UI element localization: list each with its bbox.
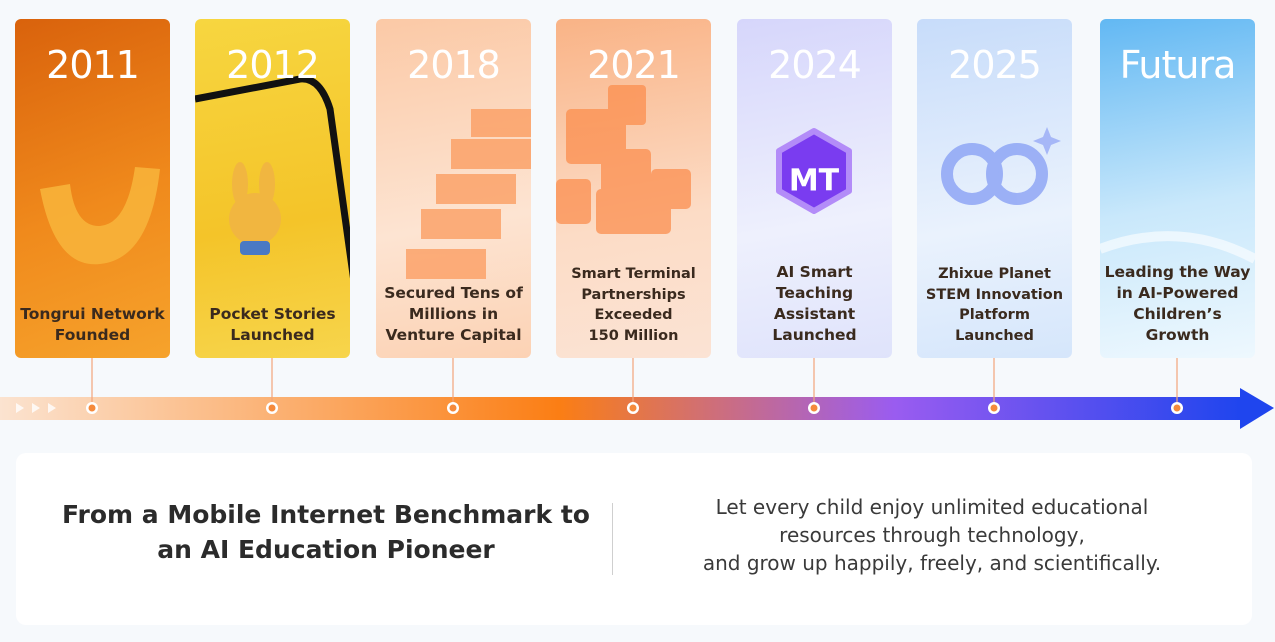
caption-line: Secured Tens of — [384, 284, 523, 302]
art-shape — [776, 128, 852, 214]
caption-line: Exceeded — [594, 307, 673, 323]
caption-line: Pocket Stories — [209, 305, 336, 323]
art-shape — [232, 162, 248, 206]
panel-tagline: Let every child enjoy unlimited educatio… — [656, 493, 1208, 577]
caption-line: Teaching — [775, 284, 854, 302]
card-art — [941, 127, 1061, 205]
art-shape — [596, 189, 671, 234]
art-shape — [229, 193, 281, 245]
card-caption: Pocket Stories Launched — [197, 304, 348, 346]
card-caption: Zhixue Planet STEM Innovation Platform Laun… — [919, 264, 1070, 346]
art-shape — [40, 167, 160, 265]
timeline-chevrons — [16, 403, 56, 413]
art-shape — [471, 109, 531, 137]
timeline-dots — [86, 358, 1183, 414]
caption-line: STEM Innovation — [925, 286, 1064, 303]
heading-line: From a Mobile Internet Benchmark to — [62, 500, 590, 529]
art-shape — [406, 109, 531, 279]
caption-line: Launched — [955, 327, 1034, 344]
card-art — [1100, 231, 1255, 264]
art-shape — [986, 143, 1048, 205]
art-shape — [259, 162, 275, 206]
caption-line: Venture Capital — [385, 326, 522, 344]
timeline-bar — [0, 397, 1242, 420]
caption-line: Partnerships — [581, 286, 686, 303]
timeline-dot-core — [810, 404, 818, 412]
card-art — [556, 85, 691, 234]
card-year: 2021 — [587, 43, 681, 87]
card-art — [406, 109, 531, 279]
card-year: Futura — [1119, 43, 1237, 87]
tagline-line: and grow up happily, freely, and scienti… — [702, 551, 1162, 575]
caption-line: Children’s Growth — [1133, 305, 1222, 344]
art-shape — [1033, 127, 1061, 155]
art-shape — [451, 139, 531, 169]
timeline-dot-core — [1173, 404, 1181, 412]
caption-line: Founded — [54, 326, 131, 344]
card-caption: Secured Tens of Millions in Venture Capita… — [378, 283, 529, 346]
caption-line: Tongrui Network — [20, 305, 165, 323]
tagline-line: resources through technology, — [779, 523, 1085, 547]
panel-heading: From a Mobile Internet Benchmark to an AI… — [36, 497, 616, 567]
milestone-card: 2025 Zhixue Planet STEM Innovation Platform… — [917, 19, 1072, 358]
caption-line: Zhixue Planet — [938, 266, 1051, 282]
timeline-dot-core — [268, 404, 276, 412]
card-year: 2012 — [226, 43, 320, 87]
card-year: 2024 — [768, 43, 862, 87]
card-caption: Tongrui Network Founded — [17, 304, 168, 346]
caption-line: Smart Terminal — [571, 266, 696, 282]
milestone-card: MT 2024 AI Smart Teaching Assistant Launched — [737, 19, 892, 358]
caption-line: Assistant Launched — [772, 305, 857, 344]
summary-panel: From a Mobile Internet Benchmark to an AI… — [16, 453, 1252, 625]
timeline-dot-core — [449, 404, 457, 412]
milestone-card: 2011 Tongrui Network Founded — [15, 19, 170, 358]
art-shape — [240, 241, 270, 255]
card-caption: Leading the Way in AI-Powered Children’s G… — [1102, 262, 1253, 346]
milestone-card: 2018 Secured Tens of Millions in Venture Ca… — [376, 19, 531, 358]
caption-line: Leading the Way — [1104, 263, 1251, 281]
milestone-card: 2012 Pocket Stories Launched — [195, 19, 350, 358]
timeline-dot-core — [990, 404, 998, 412]
caption-line: Millions in — [408, 305, 499, 323]
timeline-arrowhead — [1240, 388, 1274, 429]
art-shape — [1100, 231, 1255, 264]
milestone-card: 2021 Smart Terminal Partnerships Exceeded 15… — [556, 19, 711, 358]
art-shape — [556, 179, 591, 224]
caption-line: 150 Million — [588, 327, 679, 344]
card-year: 2011 — [46, 43, 140, 87]
card-art: MT — [776, 128, 852, 214]
card-caption: Smart Terminal Partnerships Exceeded 150 Mi… — [558, 264, 709, 346]
art-shape — [556, 85, 691, 234]
caption-line: AI Smart — [776, 263, 853, 281]
caption-line: Launched — [230, 326, 315, 344]
art-shape — [941, 143, 1048, 205]
card-year: 2025 — [948, 43, 1042, 87]
timeline-dot-core — [629, 404, 637, 412]
timeline-dot-core — [88, 404, 96, 412]
art-shape — [601, 149, 651, 199]
caption-line: in AI-Powered — [1116, 284, 1239, 302]
heading-line: an AI Education Pioneer — [157, 535, 495, 564]
art-shape — [195, 75, 350, 279]
card-logo: MT — [789, 164, 840, 199]
card-caption: AI Smart Teaching Assistant Launched — [739, 262, 890, 346]
milestone-card: Futura Leading the Way in AI-Powered Childr… — [1100, 19, 1255, 358]
timeline — [0, 358, 1274, 429]
divider — [612, 503, 613, 575]
art-shape — [436, 174, 516, 204]
tagline-line: Let every child enjoy unlimited educatio… — [715, 495, 1149, 519]
card-year: 2018 — [407, 43, 501, 87]
art-shape — [406, 249, 486, 279]
card-art — [195, 75, 350, 279]
art-shape — [421, 209, 501, 239]
card-art — [40, 167, 160, 265]
caption-line: Platform — [959, 307, 1030, 323]
